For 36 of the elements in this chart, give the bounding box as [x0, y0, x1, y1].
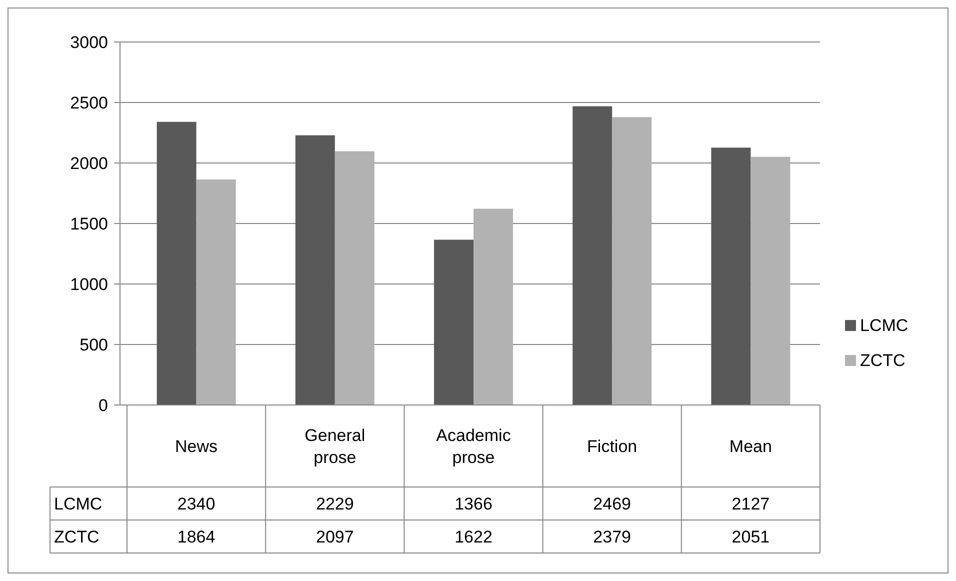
data-label: 1622 — [454, 527, 492, 546]
bar — [295, 135, 335, 405]
legend-label: ZCTC — [860, 350, 906, 370]
x-tick-label: Academic prose — [436, 426, 512, 467]
data-label: 2469 — [593, 494, 632, 514]
data-label: 2340 — [177, 494, 216, 514]
data-label: 2127 — [732, 494, 770, 514]
data-label: 1864 — [177, 527, 216, 546]
text: LCMC — [54, 494, 102, 514]
bar — [750, 156, 790, 405]
bar — [434, 240, 474, 405]
y-tick-label: 500 — [80, 335, 108, 354]
data-label: 2051 — [732, 527, 770, 546]
y-tick-label: 2000 — [70, 154, 108, 173]
x-tick-label: Fiction — [587, 436, 638, 456]
x-tick-label: General prose — [304, 426, 366, 467]
x-tick-label: Mean — [729, 436, 772, 456]
y-tick-label: 2500 — [70, 93, 108, 112]
legend-label: LCMC — [860, 316, 908, 335]
bar — [711, 148, 751, 405]
y-tick-label: 3000 — [70, 32, 108, 52]
x-tick-label: News — [175, 436, 218, 456]
data-label: 2379 — [593, 527, 632, 546]
bar — [612, 117, 652, 405]
data-label: 2229 — [316, 494, 354, 514]
data-label: 1366 — [454, 494, 492, 514]
y-tick-label: 1500 — [70, 214, 108, 234]
bar — [474, 208, 513, 405]
bar — [196, 179, 236, 405]
bar — [156, 122, 196, 405]
bar — [572, 106, 612, 405]
y-tick-label: 0 — [98, 396, 108, 415]
data-label: 2097 — [316, 527, 354, 546]
y-tick-label: 1000 — [70, 274, 108, 294]
text: ZCTC — [54, 527, 100, 546]
bar — [334, 151, 374, 405]
